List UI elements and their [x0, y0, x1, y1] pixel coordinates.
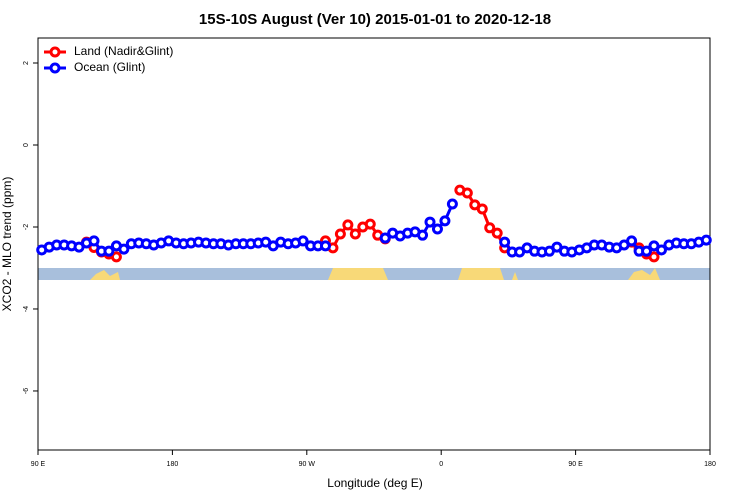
y-tick-label: -4 — [23, 306, 30, 312]
legend-marker — [49, 62, 61, 74]
legend-marker — [49, 46, 61, 58]
point — [655, 244, 667, 256]
point — [364, 218, 376, 230]
chart-title: 15S-10S August (Ver 10) 2015-01-01 to 20… — [199, 11, 551, 28]
y-tick-label: -2 — [23, 224, 30, 230]
point — [334, 228, 346, 240]
point — [110, 251, 122, 263]
point — [118, 243, 130, 255]
point — [476, 203, 488, 215]
x-tick-label: 90 E — [31, 461, 46, 468]
point — [439, 215, 451, 227]
point — [379, 232, 391, 244]
point — [103, 245, 115, 257]
point — [88, 235, 100, 247]
point — [297, 235, 309, 247]
point — [648, 251, 660, 263]
y-axis-label: XCO2 - MLO trend (ppm) — [0, 177, 14, 312]
point — [700, 234, 712, 246]
point — [461, 187, 473, 199]
point — [431, 223, 443, 235]
legend-label: Land (Nadir&Glint) — [74, 44, 173, 58]
x-tick-label: 0 — [439, 461, 443, 468]
x-axis-label: Longitude (deg E) — [327, 476, 422, 490]
point — [491, 227, 503, 239]
legend-label: Ocean (Glint) — [74, 60, 145, 74]
x-tick-label: 90 W — [299, 461, 316, 468]
point — [424, 216, 436, 228]
point — [626, 235, 638, 247]
legend: Land (Nadir&Glint) Ocean (Glint) — [44, 44, 173, 74]
point — [342, 219, 354, 231]
x-tick-label: 180 — [167, 461, 179, 468]
x-tick-label: 180 — [704, 461, 716, 468]
point — [641, 245, 653, 257]
x-tick-label: 90 E — [568, 461, 583, 468]
y-tick-label: 2 — [23, 61, 30, 65]
point — [499, 236, 511, 248]
point — [484, 222, 496, 234]
land-ocean-strip — [38, 268, 710, 280]
point — [349, 228, 361, 240]
point — [417, 229, 429, 241]
point — [319, 240, 331, 252]
y-tick-label: -6 — [23, 388, 30, 394]
y-tick-label: 0 — [23, 143, 30, 147]
point — [446, 198, 458, 210]
